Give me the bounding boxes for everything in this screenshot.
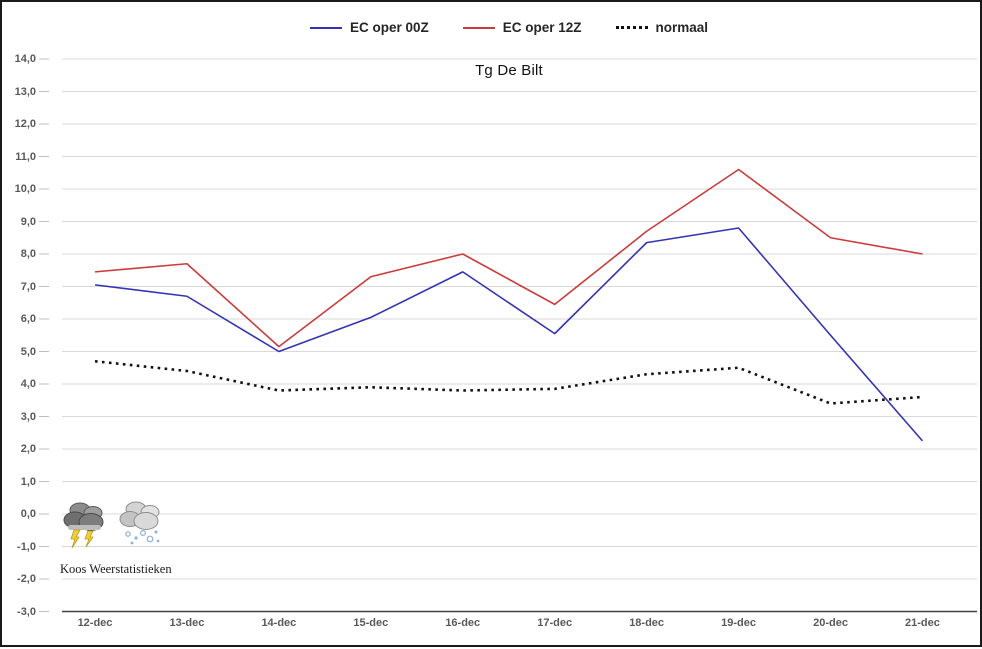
y-tick-label: 12,0	[14, 118, 36, 130]
y-tick-label: 9,0	[20, 215, 36, 228]
y-tick-label: -3,0	[17, 605, 36, 618]
y-tick-label: 6,0	[20, 313, 36, 325]
y-tick-label: 2,0	[20, 443, 36, 455]
storm-cloud-icon	[63, 502, 104, 549]
x-tick-label: 20-dec	[813, 617, 848, 629]
x-tick-label: 12-dec	[77, 617, 113, 629]
legend-item-0: EC oper 00Z	[309, 20, 429, 35]
legend-item-1: EC oper 12Z	[462, 20, 582, 35]
legend-label: EC oper 12Z	[502, 20, 582, 35]
x-tick-label: 16-dec	[445, 617, 481, 629]
watermark-text: Koos Weerstatistieken	[60, 562, 172, 576]
y-tick-label: 13,0	[14, 85, 36, 98]
legend-label: normaal	[655, 20, 709, 35]
watermark: Koos Weerstatistieken	[60, 498, 210, 577]
y-tick-label: 14,0	[14, 53, 36, 65]
legend: EC oper 00Z EC oper 12Z normaal	[64, 20, 954, 35]
x-tick-label: 13-dec	[169, 617, 205, 629]
legend-line-sample	[462, 26, 495, 29]
x-tick-label: 19-dec	[721, 617, 756, 629]
x-tick-label: 21-dec	[905, 617, 940, 629]
legend-item-2: normaal	[615, 20, 709, 35]
y-tick-label: 7,0	[20, 280, 36, 293]
x-tick-label: 15-dec	[353, 617, 389, 629]
legend-line-sample	[615, 26, 648, 29]
snow-cloud-icon	[119, 501, 160, 545]
y-tick-label: 3,0	[20, 410, 36, 423]
series-line-0	[94, 227, 924, 442]
y-tick-label: 4,0	[20, 378, 36, 390]
series-line-2	[94, 359, 923, 405]
watermark-icons	[60, 498, 210, 550]
y-tick-label: -2,0	[17, 573, 36, 585]
legend-label: EC oper 00Z	[349, 20, 429, 35]
chart-title: Tg De Bilt	[475, 62, 543, 79]
y-tick-label: 1,0	[20, 475, 36, 488]
y-tick-label: 11,0	[15, 150, 36, 163]
y-tick-label: -1,0	[17, 540, 36, 553]
x-tick-label: 17-dec	[537, 617, 573, 629]
y-tick-label: 10,0	[14, 183, 36, 195]
legend-line-sample	[309, 26, 342, 29]
y-tick-label: 0,0	[20, 508, 36, 520]
y-tick-label: 8,0	[20, 248, 36, 260]
x-tick-label: 14-dec	[261, 617, 297, 629]
y-tick-label: 5,0	[20, 345, 36, 358]
x-tick-label: 18-dec	[629, 617, 665, 629]
series-line-1	[94, 168, 923, 348]
